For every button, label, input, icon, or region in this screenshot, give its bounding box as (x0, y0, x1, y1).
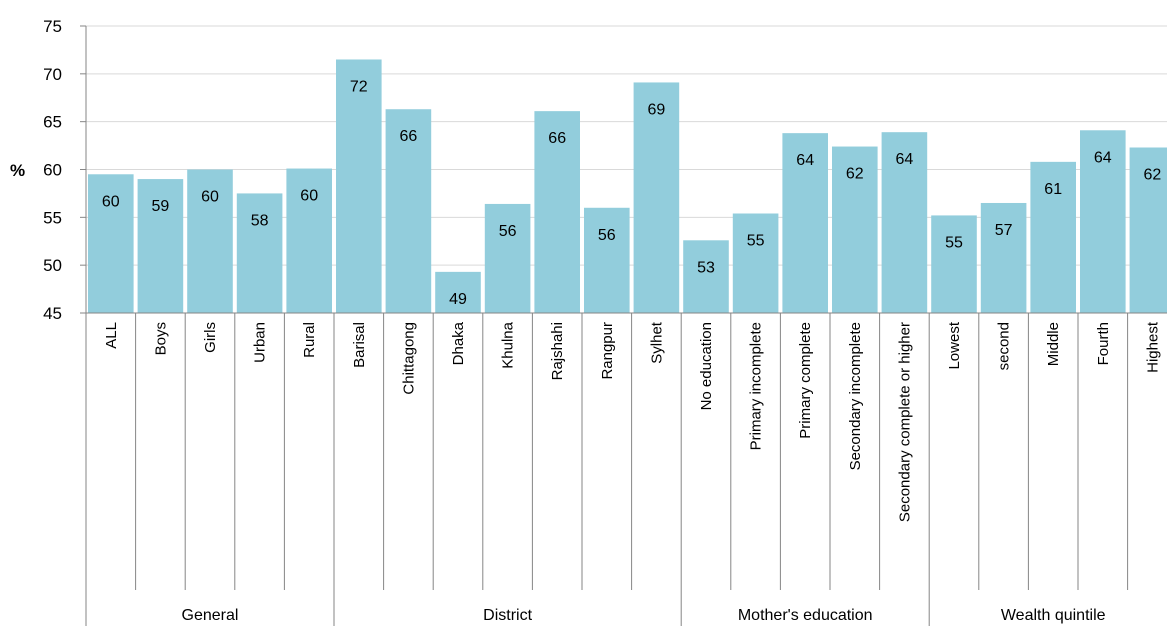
category-label: ALL (103, 322, 120, 349)
group-label: Mother's education (738, 607, 873, 624)
data-label: 59 (152, 198, 170, 215)
bars (88, 59, 1167, 314)
category-labels: ALL Boys Girls Urban Rural Barisal Chittagong D… (103, 321, 1162, 522)
category-label: Primary incomplete (748, 322, 765, 450)
bar (683, 240, 729, 313)
category-label: Urban (252, 322, 269, 363)
category-label: Secondary incomplete (847, 322, 864, 470)
data-label: 57 (995, 222, 1013, 239)
category-label: Lowest (946, 321, 963, 369)
category-label: Chittagong (400, 322, 417, 395)
category-label: Fourth (1095, 322, 1112, 365)
bar (1129, 147, 1167, 313)
axes (80, 25, 1167, 626)
group-label: Wealth quintile (1001, 607, 1106, 624)
data-label: 66 (548, 130, 566, 147)
group-labels: General District Mother's education Wealth … (182, 607, 1106, 624)
y-axis-label: % (10, 161, 25, 180)
category-label: Secondary complete or higher (896, 322, 913, 522)
data-label: 62 (1144, 166, 1162, 183)
category-label: second (996, 322, 1013, 370)
category-label: No education (698, 322, 715, 410)
data-label: 64 (896, 151, 914, 168)
data-label: 49 (449, 291, 467, 308)
bar (1030, 161, 1076, 313)
category-label: Rangpur (599, 322, 616, 380)
bar (931, 215, 977, 313)
category-label: Rural (301, 322, 318, 358)
bar (534, 111, 580, 313)
bar (336, 59, 382, 313)
bar (88, 174, 134, 313)
bar (584, 207, 630, 313)
data-label: 61 (1044, 181, 1062, 198)
category-label: Girls (202, 322, 219, 353)
bar (1080, 130, 1126, 313)
data-label: 53 (697, 259, 715, 276)
data-label: 62 (846, 166, 864, 183)
bar (832, 146, 878, 313)
category-label: Rajshahi (549, 322, 566, 380)
bar (435, 271, 481, 313)
y-tick-label: 55 (43, 208, 62, 227)
bar (782, 133, 828, 313)
bar (187, 169, 233, 313)
bar (633, 82, 680, 314)
data-labels: 60 59 60 58 60 72 66 49 56 66 56 69 53 55 64 62 64 55 57 61… (102, 78, 1161, 307)
category-label: Barisal (351, 322, 368, 368)
bar (881, 132, 928, 313)
y-tick-label: 45 (43, 304, 62, 323)
y-tick-label: 60 (43, 161, 62, 180)
category-label: Dhaka (450, 321, 467, 365)
data-label: 55 (945, 234, 963, 251)
category-label: Primary complete (797, 322, 814, 439)
bar (980, 202, 1027, 313)
category-label: Highest (1144, 321, 1161, 373)
bar (484, 203, 531, 313)
y-tick-label: 70 (43, 65, 62, 84)
data-label: 55 (747, 233, 765, 250)
y-tick-label: 75 (43, 17, 62, 36)
group-label: District (483, 607, 532, 624)
bar (385, 109, 432, 313)
data-label: 60 (300, 188, 318, 205)
group-label: General (182, 607, 239, 624)
data-label: 72 (350, 78, 368, 95)
category-label: Middle (1045, 322, 1062, 366)
data-label: 58 (251, 212, 269, 229)
bar (236, 193, 283, 313)
y-tick-labels: 45 50 55 60 65 70 75 (43, 17, 62, 323)
data-label: 64 (1094, 149, 1112, 166)
bar (286, 168, 332, 313)
y-tick-label: 65 (43, 113, 62, 132)
data-label: 60 (201, 189, 219, 206)
y-tick-label: 50 (43, 256, 62, 275)
data-label: 66 (400, 128, 418, 145)
data-label: 64 (796, 152, 814, 169)
category-label: Boys (152, 322, 169, 355)
data-label: 56 (499, 223, 517, 240)
data-label: 56 (598, 227, 616, 244)
category-label: Sylhet (648, 321, 665, 364)
bar (732, 213, 779, 313)
category-label: Khulna (500, 321, 517, 368)
data-label: 69 (648, 101, 666, 118)
data-label: 60 (102, 193, 120, 210)
bar (137, 179, 184, 313)
